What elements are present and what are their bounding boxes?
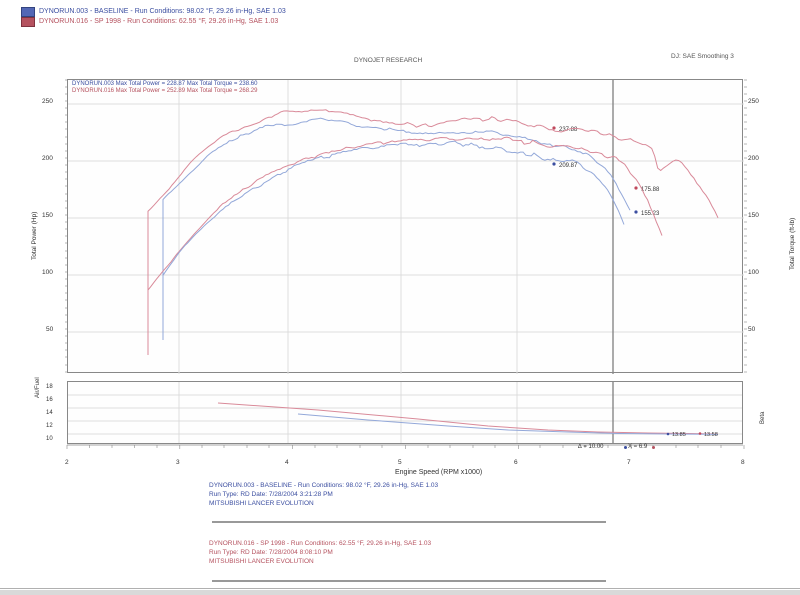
svg-text:209.87: 209.87 xyxy=(559,163,578,169)
svg-text:DYNORUN.003 Max Total Power =: DYNORUN.003 Max Total Power = 228.87 Max… xyxy=(72,81,258,87)
svg-text:13.85: 13.85 xyxy=(672,432,686,438)
svg-text:DYNORUN.016 Max Total Power =: DYNORUN.016 Max Total Power = 252.89 Max… xyxy=(72,88,258,94)
svg-text:175.88: 175.88 xyxy=(641,187,660,193)
svg-text:155.23: 155.23 xyxy=(641,211,660,217)
svg-text:13.58: 13.58 xyxy=(704,432,718,438)
